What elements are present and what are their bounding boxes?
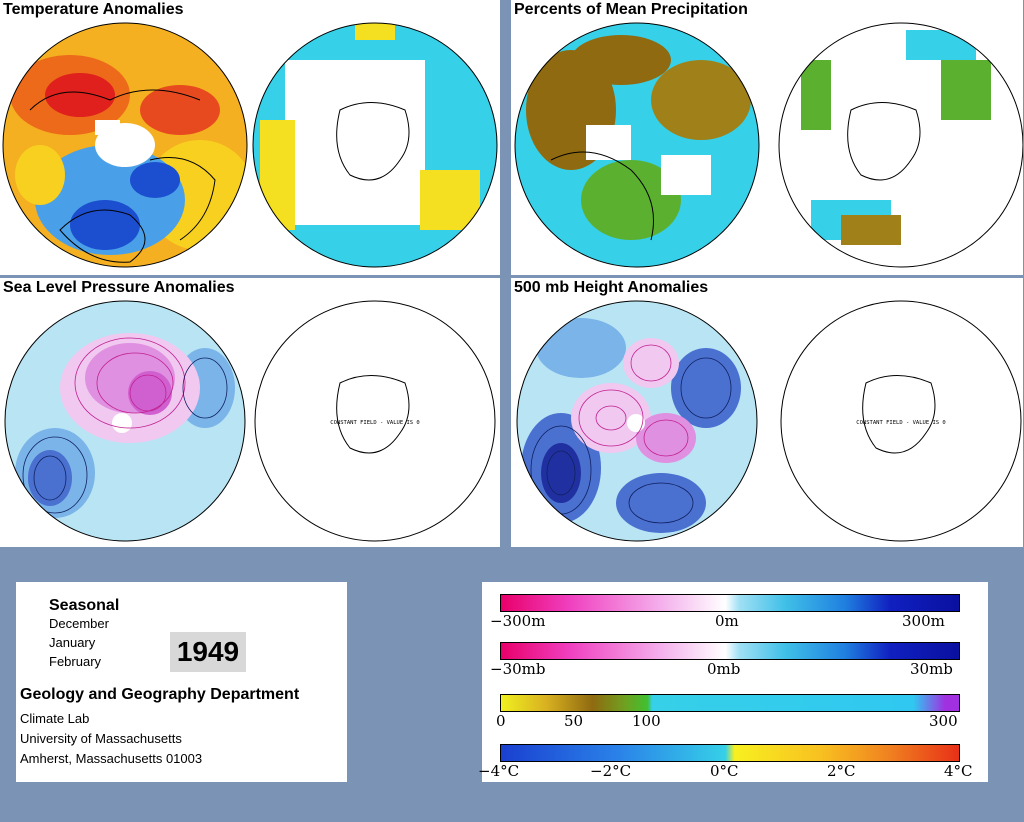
address-line-2: University of Massachusetts [20,731,182,746]
precipitation-colorbar [500,694,960,712]
precipitation-map [515,23,759,267]
temperature-anomaly-map [3,23,247,267]
month-3: February [49,654,102,669]
height-panel: CONSTANT FIELD - VALUE IS 0 500 mb Heigh… [511,278,1023,547]
pressure-title: Sea Level Pressure Anomalies [0,278,238,298]
height-title: 500 mb Height Anomalies [511,278,712,298]
month-2: January [49,635,96,650]
precipitation-maps [514,22,1023,268]
info-box: Seasonal December January February 1949 … [16,582,347,782]
department-name: Geology and Geography Department [20,686,300,703]
precip-label-300: 300 [929,712,958,730]
height-colorbar [500,594,960,612]
height-constant-note: CONSTANT FIELD - VALUE IS 0 [856,420,945,426]
season-label: Seasonal [49,597,120,614]
precipitation-count-map [779,23,1023,267]
height-label-max: 300m [902,612,945,630]
pressure-label-mid: 0mb [707,660,741,678]
pressure-colorbar [500,642,960,660]
height-anomaly-map [517,301,757,541]
temp-label-4: 4°C [944,762,973,780]
pressure-label-max: 30mb [910,660,953,678]
precipitation-panel: Percents of Mean Precipitation [511,0,1023,275]
pressure-maps: CONSTANT FIELD - VALUE IS 0 [4,300,496,542]
precip-label-0: 0 [496,712,506,730]
address-line-3: Amherst, Massachusetts 01003 [20,751,203,766]
temp-label-0: 0°C [710,762,739,780]
precip-label-50: 50 [564,712,584,730]
temp-label-neg4: −4°C [478,762,520,780]
pressure-panel: CONSTANT FIELD - VALUE IS 0 Sea Level Pr… [0,278,500,547]
legend-box: −300m 0m 300m −30mb 0mb 30mb 0 50 100 30… [478,582,988,782]
temp-label-2: 2°C [827,762,856,780]
precip-label-100: 100 [632,712,661,730]
pressure-constant-note: CONSTANT FIELD - VALUE IS 0 [330,420,419,426]
temperature-colorbar [500,744,960,762]
temperature-title: Temperature Anomalies [0,0,187,20]
month-1: December [49,616,109,631]
year-label: 1949 [170,632,246,672]
temperature-count-map [253,23,497,267]
address-line-1: Climate Lab [20,711,90,726]
temperature-maps [2,22,498,268]
height-label-mid: 0m [715,612,739,630]
temp-label-neg2: −2°C [590,762,632,780]
temperature-panel: Temperature Anomalies [0,0,500,275]
pressure-label-min: −30mb [490,660,546,678]
height-maps: CONSTANT FIELD - VALUE IS 0 [516,300,1022,542]
height-label-min: −300m [490,612,546,630]
precipitation-title: Percents of Mean Precipitation [511,0,751,20]
pressure-anomaly-map [5,301,245,541]
